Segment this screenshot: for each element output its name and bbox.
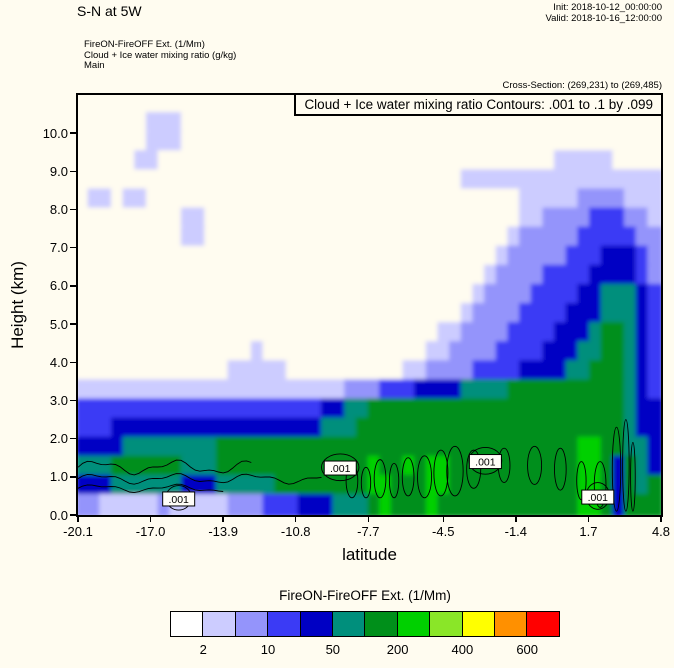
model-times: Init: 2018-10-12_00:00:00 Valid: 2018-10… [545, 2, 662, 24]
x-tick-mark [587, 517, 590, 522]
x-tick-mark [515, 517, 517, 522]
colorbar [170, 611, 561, 637]
plot-area: .001 .001 .001 .001 Cloud + Ice water mixin… [76, 93, 663, 517]
y-tick-label: 10.0 [42, 125, 68, 141]
legend-domain-label: Main [84, 60, 105, 71]
valid-time-label: Valid: 2018-10-16_12:00:00 [545, 13, 662, 24]
y-tick-label: 5.0 [49, 316, 68, 332]
y-tick-mark [70, 476, 76, 478]
y-tick-mark [70, 399, 76, 402]
x-tick-mark [294, 517, 297, 522]
x-tick-label: 4.8 [651, 524, 671, 539]
y-tick-mark [70, 170, 76, 173]
colorbar-cell [332, 611, 367, 637]
x-tick-label: -20.1 [63, 524, 93, 539]
contour-label: .001 [581, 489, 615, 505]
colorbar-title: FireON-FireOFF Ext. (1/Mm) [279, 588, 451, 603]
y-tick-mark [70, 323, 76, 325]
colorbar-cell [526, 611, 561, 637]
field-legend-block: FireON-FireOFF Ext. (1/Mm) Cloud + Ice w… [84, 39, 237, 72]
colorbar-tick-label: 400 [451, 642, 474, 657]
y-tick-mark [70, 246, 76, 249]
colorbar-cell [461, 611, 496, 637]
y-tick-label: 9.0 [49, 163, 68, 179]
x-tick-label: 1.7 [579, 524, 598, 539]
y-tick-label: 0.0 [49, 507, 68, 523]
svg-text:.001: .001 [475, 457, 496, 469]
colorbar-cell [494, 611, 529, 637]
page-title: S-N at 5W [77, 3, 142, 19]
colorbar-cell [299, 611, 334, 637]
x-tick-label: -13.9 [208, 524, 238, 539]
colorbar-cell [202, 611, 237, 637]
y-tick-label: 6.0 [49, 278, 68, 294]
x-tick-label: -7.7 [357, 524, 380, 539]
x-tick-mark [77, 517, 79, 522]
x-tick-mark [367, 517, 370, 522]
y-tick-label: 4.0 [49, 354, 68, 370]
svg-text:.001: .001 [168, 494, 189, 506]
x-tick-label: -17.0 [135, 524, 166, 539]
x-tick-mark [660, 517, 662, 522]
x-tick-mark [442, 517, 444, 522]
x-tick-mark [222, 517, 224, 522]
contour-info-banner: Cloud + Ice water mixing ratio Contours:… [294, 93, 663, 116]
y-tick-mark [70, 437, 76, 440]
x-tick-label: -4.5 [432, 524, 455, 539]
contour-label: .001 [162, 491, 196, 507]
svg-text:.001: .001 [588, 492, 609, 504]
colorbar-cell [364, 611, 399, 637]
y-tick-label: 1.0 [49, 469, 68, 485]
colorbar-cell [234, 611, 269, 637]
y-tick-label: 3.0 [49, 392, 68, 408]
legend-contour-field-label: Cloud + Ice water mixing ratio (g/kg) [84, 49, 237, 61]
x-axis-title: latitude [342, 545, 397, 564]
colorbar-tick-label: 600 [516, 642, 539, 657]
x-tick-label: -10.8 [280, 524, 311, 539]
colorbar-tick-label: 50 [325, 642, 341, 657]
colorbar-tick-label: 200 [386, 642, 409, 657]
init-time-label: Init: 2018-10-12_00:00:00 [553, 2, 662, 13]
cross-section-coords-label: Cross-Section: (269,231) to (269,485) [502, 80, 662, 91]
y-tick-mark [70, 285, 76, 287]
y-tick-mark [70, 132, 76, 134]
y-tick-label: 8.0 [49, 202, 68, 218]
y-tick-label: 7.0 [49, 240, 68, 256]
x-tick-label: -1.4 [504, 524, 528, 539]
y-tick-label: 2.0 [49, 431, 68, 447]
colorbar-cell [429, 611, 464, 637]
contour-labels-layer: .001 .001 .001 .001 [162, 454, 615, 507]
svg-text:.001: .001 [330, 463, 351, 475]
colorbar-tick-label: 2 [199, 642, 207, 657]
y-tick-mark [70, 361, 76, 364]
contour-label: .001 [323, 460, 357, 476]
y-tick-mark [70, 208, 76, 211]
x-tick-mark [149, 517, 152, 522]
contour-plot-canvas: .001 .001 .001 .001 [78, 95, 661, 515]
colorbar-cell [267, 611, 302, 637]
y-tick-mark [70, 514, 76, 516]
colorbar-tick-label: 10 [260, 642, 276, 657]
contour-label: .001 [468, 454, 502, 470]
legend-fill-field-label: FireON-FireOFF Ext. (1/Mm) [84, 39, 205, 50]
colorbar-cell [396, 611, 431, 637]
extinction-fill-layer [78, 95, 661, 515]
colorbar-cell [170, 611, 204, 637]
y-axis-title: Height (km) [8, 261, 27, 349]
